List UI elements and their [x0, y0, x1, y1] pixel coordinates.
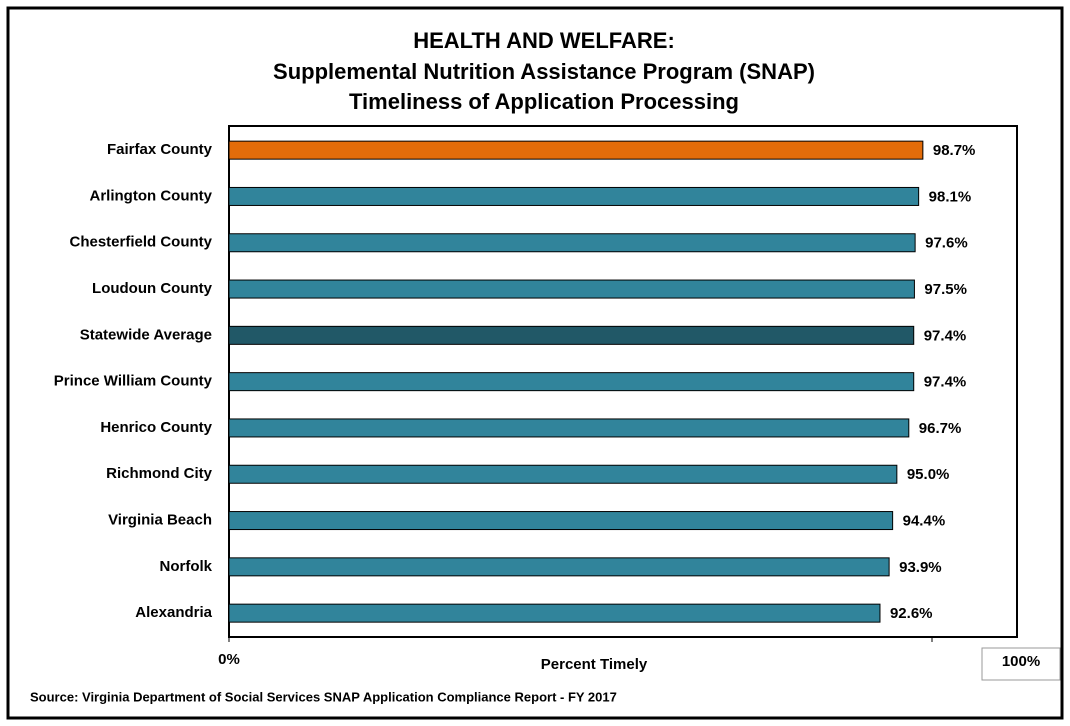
x-axis-label: Percent Timely: [541, 656, 648, 673]
y-tick-label: Arlington County: [90, 187, 213, 204]
bar: [228, 603, 881, 623]
y-tick-label: Richmond City: [106, 465, 212, 482]
value-label: 97.6%: [925, 235, 968, 252]
chart-title: Supplemental Nutrition Assistance Progra…: [273, 59, 815, 84]
y-tick-label: Loudoun County: [92, 280, 213, 297]
bar: [228, 186, 920, 206]
value-label: 97.5%: [924, 281, 967, 298]
bar: [228, 325, 915, 345]
y-tick-label: Henrico County: [100, 419, 212, 436]
value-label: 96.7%: [919, 420, 962, 437]
bar: [228, 557, 890, 577]
bar: [228, 233, 916, 253]
bar: [228, 418, 910, 438]
tick-label-box: [981, 647, 1061, 681]
value-label: 98.1%: [929, 188, 972, 205]
value-label: 95.0%: [907, 466, 950, 483]
x-tick-label: 0%: [218, 651, 240, 668]
value-label: 97.4%: [924, 374, 967, 391]
value-label: 98.7%: [933, 142, 976, 159]
chart-title: Timeliness of Application Processing: [349, 89, 739, 114]
chart-title: HEALTH AND WELFARE:: [413, 28, 675, 53]
value-label: 94.4%: [903, 513, 946, 530]
y-tick-label: Chesterfield County: [69, 234, 212, 251]
value-label: 97.4%: [924, 327, 967, 344]
bar: [228, 279, 915, 299]
y-tick-label: Virginia Beach: [108, 512, 212, 529]
y-tick-label: Prince William County: [54, 373, 213, 390]
y-tick-label: Fairfax County: [107, 141, 213, 158]
bar: [228, 511, 894, 531]
x-tick-label: 100%: [1002, 653, 1040, 670]
bar: [228, 140, 924, 160]
y-tick-label: Norfolk: [160, 558, 213, 575]
value-label: 92.6%: [890, 605, 933, 622]
source-note: Source: Virginia Department of Social Se…: [30, 689, 617, 704]
y-tick-label: Statewide Average: [80, 326, 212, 343]
bar: [228, 464, 898, 484]
value-label: 93.9%: [899, 559, 942, 576]
bar: [228, 372, 915, 392]
y-tick-label: Alexandria: [135, 604, 212, 621]
